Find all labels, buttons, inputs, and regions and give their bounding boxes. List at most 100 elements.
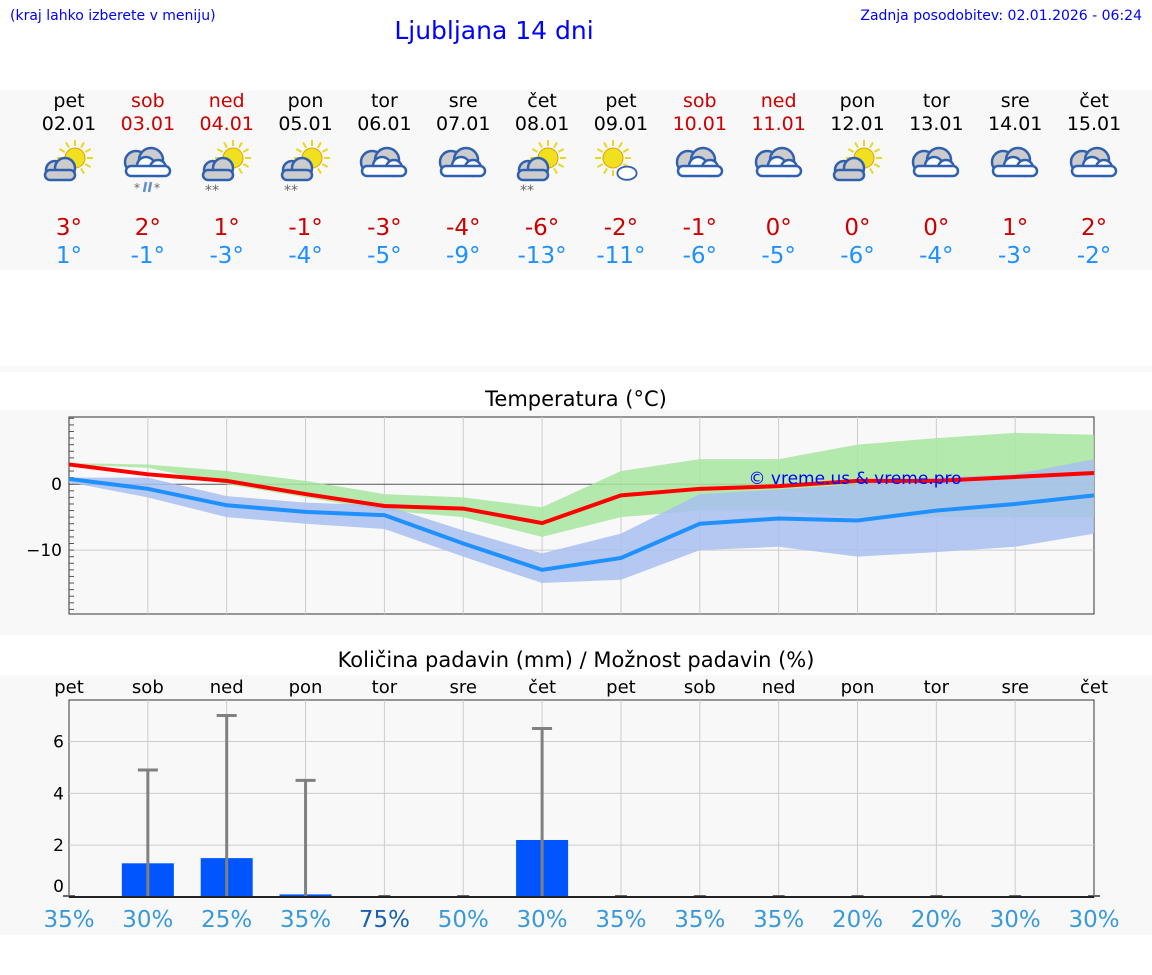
day-name: ned bbox=[760, 90, 797, 112]
x-day-label: sob bbox=[132, 677, 164, 698]
day-name: sre bbox=[1000, 90, 1030, 112]
day-date: 09.01 bbox=[593, 113, 649, 135]
day-column: pon 12.01 0° -6° bbox=[818, 90, 898, 270]
day-name: čet bbox=[1079, 90, 1109, 112]
min-temp: -2° bbox=[1076, 243, 1112, 269]
cloudy-icon bbox=[344, 140, 424, 200]
day-column: pet 09.01 -2° -11° bbox=[581, 90, 661, 270]
day-name: čet bbox=[527, 90, 557, 112]
x-day-label: pet bbox=[54, 677, 84, 698]
x-day-label: sre bbox=[450, 677, 477, 698]
precip-probability: 75% bbox=[359, 907, 410, 933]
precip-probability: 35% bbox=[595, 907, 646, 933]
x-day-label: čet bbox=[1080, 677, 1108, 698]
max-temp: 0° bbox=[765, 215, 792, 241]
day-name: pon bbox=[287, 90, 324, 112]
precip-probability: 35% bbox=[280, 907, 331, 933]
y-tick-label: 0 bbox=[53, 877, 64, 897]
day-name: sob bbox=[131, 90, 165, 112]
max-temp: -4° bbox=[446, 215, 481, 241]
watermark: © vreme.us & vreme.pro bbox=[748, 469, 961, 489]
y-tick-label: 6 bbox=[53, 732, 64, 752]
day-date: 13.01 bbox=[909, 113, 964, 135]
max-temp-line bbox=[68, 462, 1095, 526]
temperature-chart-title: Temperatura (°C) bbox=[485, 387, 667, 411]
precip-probability: 30% bbox=[1068, 907, 1119, 933]
day-date: 05.01 bbox=[278, 113, 333, 135]
max-temp: -3° bbox=[367, 215, 402, 241]
day-column: čet 15.01 2° -2° bbox=[1054, 90, 1134, 270]
svg-text:**: ** bbox=[284, 183, 298, 199]
cloudy-icon bbox=[975, 140, 1055, 200]
y-tick-label: 0 bbox=[51, 475, 62, 495]
day-name: pet bbox=[53, 90, 85, 112]
location-menu-hint: (kraj lahko izberete v meniju) bbox=[10, 8, 216, 24]
day-column: pet 02.01 3° 1° bbox=[29, 90, 109, 270]
cloudy-icon bbox=[896, 140, 976, 200]
min-temp: -11° bbox=[596, 243, 646, 269]
precip-probability: 30% bbox=[990, 907, 1041, 933]
day-name: pet bbox=[605, 90, 637, 112]
day-column: čet 08.01 ** -6° -13° bbox=[502, 90, 582, 270]
day-column: ned 04.01 ** 1° -3° bbox=[187, 90, 267, 270]
x-day-label: pon bbox=[841, 677, 875, 698]
svg-text:*: * bbox=[154, 181, 160, 195]
max-temp: 1° bbox=[1002, 215, 1029, 241]
precip-probability: 20% bbox=[911, 907, 962, 933]
day-column: sob 03.01 * * 2° -1° bbox=[108, 90, 188, 270]
precip-probability: 30% bbox=[517, 907, 568, 933]
cloudy-icon bbox=[1054, 140, 1134, 200]
daily-forecast-strip: pet 02.01 3° 1° sob 03.01 * * 2° -1° ned 04… bbox=[0, 90, 1152, 270]
x-day-label: sob bbox=[684, 677, 716, 698]
partly-cloudy-snow-icon: ** bbox=[266, 140, 346, 200]
max-temp: -2° bbox=[603, 215, 639, 241]
day-column: ned 11.01 0° -5° bbox=[739, 90, 819, 270]
precip-probability: 30% bbox=[122, 907, 173, 933]
day-name: pon bbox=[839, 90, 876, 112]
min-temp: -9° bbox=[446, 243, 481, 269]
day-name: tor bbox=[370, 90, 398, 112]
day-date: 12.01 bbox=[830, 113, 885, 135]
day-column: tor 13.01 0° -4° bbox=[896, 90, 976, 270]
precip-probability: 50% bbox=[438, 907, 489, 933]
max-temp: 2° bbox=[134, 215, 161, 241]
day-date: 06.01 bbox=[357, 113, 412, 135]
svg-text:**: ** bbox=[205, 183, 219, 199]
day-column: tor 06.01 -3° -5° bbox=[344, 90, 424, 270]
min-temp: -6° bbox=[682, 243, 718, 269]
svg-text:*: * bbox=[134, 181, 140, 195]
partly-cloudy-snow-icon: ** bbox=[187, 140, 267, 200]
y-tick-label: 4 bbox=[53, 784, 64, 804]
cloudy-icon bbox=[739, 140, 819, 200]
partly-cloudy-icon bbox=[29, 140, 109, 200]
day-date: 07.01 bbox=[436, 113, 491, 135]
cloudy-icon bbox=[423, 140, 503, 200]
day-date: 15.01 bbox=[1066, 113, 1122, 135]
y-tick-label: 2 bbox=[53, 836, 64, 856]
x-day-label: ned bbox=[762, 677, 796, 698]
min-temp: -4° bbox=[919, 243, 954, 269]
mostly-sunny-icon bbox=[581, 140, 661, 200]
max-temp: -1° bbox=[288, 215, 323, 241]
max-temp: 3° bbox=[55, 215, 83, 241]
day-date: 08.01 bbox=[514, 113, 570, 135]
x-day-label: tor bbox=[924, 677, 950, 698]
divider bbox=[0, 366, 1152, 372]
svg-text:**: ** bbox=[520, 183, 534, 199]
x-day-label: sre bbox=[1001, 677, 1028, 698]
day-date: 11.01 bbox=[751, 113, 806, 135]
precip-probability: 20% bbox=[832, 907, 883, 933]
min-temp: -5° bbox=[367, 243, 402, 269]
y-tick-label: −10 bbox=[26, 541, 62, 561]
min-temp: -1° bbox=[130, 243, 166, 269]
last-updated: Zadnja posodobitev: 02.01.2026 - 06:24 bbox=[860, 8, 1142, 24]
max-temp: -6° bbox=[524, 215, 560, 241]
x-day-label: ned bbox=[210, 677, 244, 698]
precip-chart-title: Količina padavin (mm) / Možnost padavin … bbox=[337, 648, 815, 672]
day-column: sre 14.01 1° -3° bbox=[975, 90, 1055, 270]
day-name: sre bbox=[448, 90, 478, 112]
min-temp: 1° bbox=[55, 243, 83, 269]
day-column: sob 10.01 -1° -6° bbox=[660, 90, 740, 270]
day-date: 04.01 bbox=[199, 113, 254, 135]
